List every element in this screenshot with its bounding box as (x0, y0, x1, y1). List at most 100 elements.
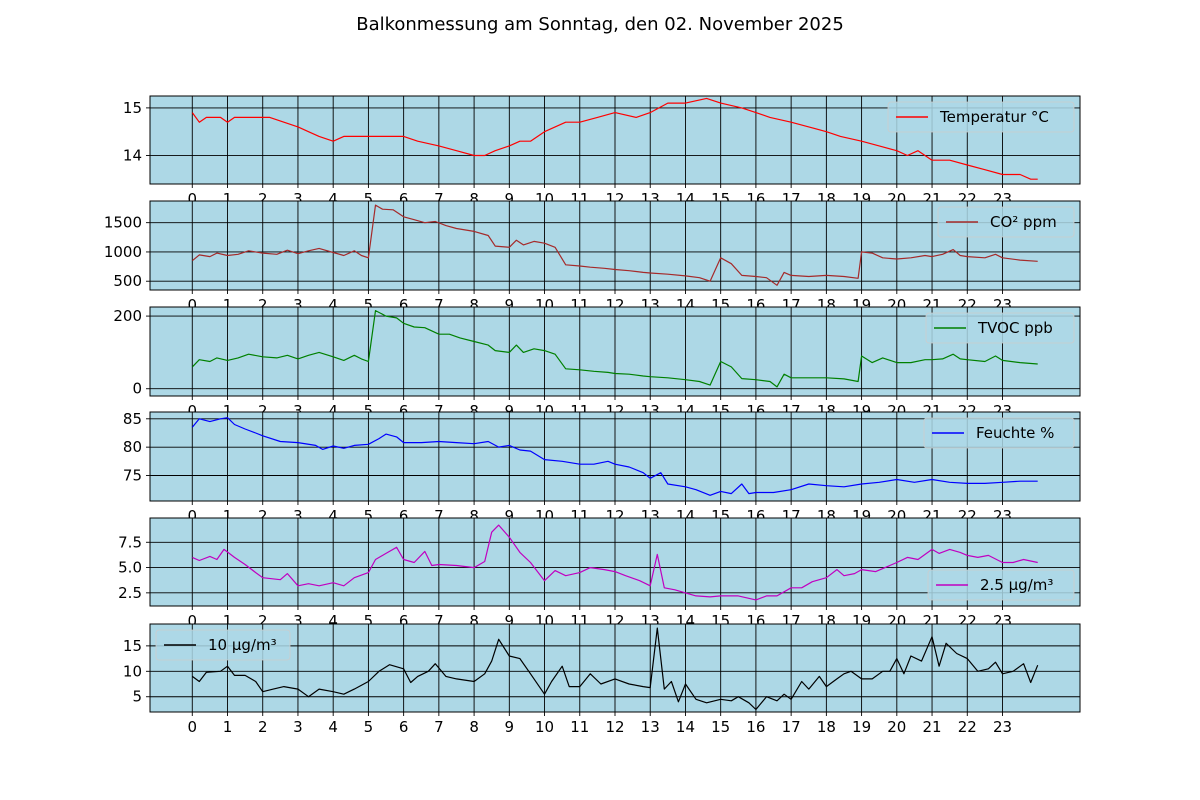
x-tick-label: 18 (817, 718, 836, 736)
series-line-humidity (191, 417, 1038, 496)
x-tick-label: 1 (223, 402, 233, 420)
legend-temperature: Temperatur °C (887, 101, 1075, 133)
x-tick-label: 6 (399, 718, 409, 736)
y-tick-label: 5 (132, 688, 142, 706)
y-tick-label: 0 (132, 380, 142, 398)
x-tick-label: 7 (434, 612, 444, 630)
x-tick-label: 3 (293, 296, 303, 314)
x-tick-label: 13 (641, 718, 660, 736)
x-tick-label: 2 (258, 402, 268, 420)
x-tick-label: 0 (187, 507, 197, 525)
y-tick-label: 1000 (104, 243, 142, 261)
x-tick-label: 6 (399, 402, 409, 420)
x-tick-label: 9 (505, 718, 515, 736)
x-tick-label: 23 (993, 718, 1012, 736)
x-tick-label: 15 (711, 718, 730, 736)
x-tick-label: 1 (223, 612, 233, 630)
x-tick-label: 6 (399, 190, 409, 208)
axes-frame (149, 95, 1081, 185)
legend-box (925, 312, 1075, 344)
x-tick-label: 7 (434, 402, 444, 420)
x-tick-label: 5 (364, 507, 374, 525)
legend-humidity: Feuchte % (923, 417, 1075, 449)
y-tick-label: 1500 (104, 214, 142, 232)
x-tick-label: 4 (328, 718, 338, 736)
axes-frame (149, 200, 1081, 291)
subplot-temperature: 0 1 2 3 4 5 6 7 8 9 10 11 12 13 14 15 16 17 18 19 20 21 22 2314… (123, 95, 1081, 208)
x-tick-label: 8 (469, 612, 479, 630)
y-tick-label: 2.5 (118, 584, 142, 602)
legend-label: Feuchte % (976, 424, 1054, 442)
legend-tvoc: TVOC ppb (925, 312, 1075, 344)
y-tick-label: 75 (123, 466, 142, 484)
series-line-pm10 (191, 627, 1039, 711)
series-line-temperature (191, 97, 1038, 180)
legend-label: 10 µg/m³ (208, 636, 277, 654)
x-tick-label: 0 (187, 296, 197, 314)
legend-label: CO² ppm (990, 213, 1057, 231)
y-tick-label: 85 (123, 410, 142, 428)
y-tick-label: 200 (113, 307, 142, 325)
figure-title: Balkonmessung am Sonntag, den 02. Novemb… (356, 14, 844, 35)
x-tick-label: 8 (469, 402, 479, 420)
legend-box (155, 629, 291, 661)
x-tick-label: 3 (293, 507, 303, 525)
legend-label: TVOC ppb (977, 319, 1053, 337)
y-tick-label: 80 (123, 438, 142, 456)
legend-pm10: 10 µg/m³ (155, 629, 291, 661)
y-tick-label: 7.5 (118, 533, 142, 551)
x-tick-label: 2 (258, 718, 268, 736)
y-tick-label: 5.0 (118, 559, 142, 577)
subplot-stack: 0 1 2 3 4 5 6 7 8 9 10 11 12 13 14 15 16 17 18 19 20 21 22 2314… (104, 95, 1081, 736)
x-tick-label: 11 (570, 718, 589, 736)
x-tick-label: 7 (434, 718, 444, 736)
x-tick-label: 9 (505, 296, 515, 314)
x-tick-label: 0 (187, 718, 197, 736)
subplot-co2: 0 1 2 3 4 5 6 7 8 9 10 11 12 13 14 15 16 17 18 19 20 21 22 2350… (104, 200, 1081, 314)
x-tick-label: 21 (922, 718, 941, 736)
x-tick-label: 2 (258, 507, 268, 525)
x-tick-label: 3 (293, 402, 303, 420)
x-tick-label: 4 (328, 612, 338, 630)
x-tick-label: 6 (399, 507, 409, 525)
x-tick-label: 9 (505, 612, 515, 630)
subplot-pm25: 0 1 2 3 4 5 6 7 8 9 10 11 12 13 14 15 16 17 18 19 20 21 22 232.… (118, 517, 1081, 630)
x-tick-label: 22 (958, 718, 977, 736)
axes-frame (149, 411, 1081, 502)
x-tick-label: 10 (535, 718, 554, 736)
axes-frame (149, 306, 1081, 397)
x-tick-label: 0 (187, 190, 197, 208)
x-tick-label: 8 (469, 296, 479, 314)
legend-co2: CO² ppm (937, 206, 1075, 238)
x-tick-label: 2 (258, 190, 268, 208)
legend-box (937, 206, 1075, 238)
x-tick-label: 7 (434, 296, 444, 314)
x-tick-label: 16 (746, 718, 765, 736)
x-tick-label: 2 (258, 296, 268, 314)
x-tick-label: 9 (505, 507, 515, 525)
x-tick-label: 7 (434, 190, 444, 208)
x-tick-label: 2 (258, 612, 268, 630)
y-tick-label: 500 (113, 272, 142, 290)
x-tick-label: 5 (364, 718, 374, 736)
series-line-pm25 (192, 524, 1038, 601)
y-tick-label: 14 (123, 146, 142, 164)
x-tick-label: 20 (887, 718, 906, 736)
axes-frame (149, 623, 1081, 713)
x-tick-label: 3 (293, 612, 303, 630)
legend-label: Temperatur °C (939, 108, 1049, 126)
subplot-humidity: 0 1 2 3 4 5 6 7 8 9 10 11 12 13 14 15 16 17 18 19 20 21 22 2375… (123, 410, 1081, 525)
x-tick-label: 3 (293, 718, 303, 736)
x-tick-label: 4 (328, 296, 338, 314)
x-tick-label: 0 (187, 402, 197, 420)
legend-pm25: 2.5 µg/m³ (927, 569, 1075, 601)
x-tick-label: 9 (505, 402, 515, 420)
x-tick-label: 3 (293, 190, 303, 208)
series-line-tvoc (191, 310, 1038, 388)
x-tick-label: 1 (223, 190, 233, 208)
legend-box (927, 569, 1075, 601)
x-tick-label: 12 (605, 718, 624, 736)
x-tick-label: 5 (364, 190, 374, 208)
x-tick-label: 4 (328, 190, 338, 208)
